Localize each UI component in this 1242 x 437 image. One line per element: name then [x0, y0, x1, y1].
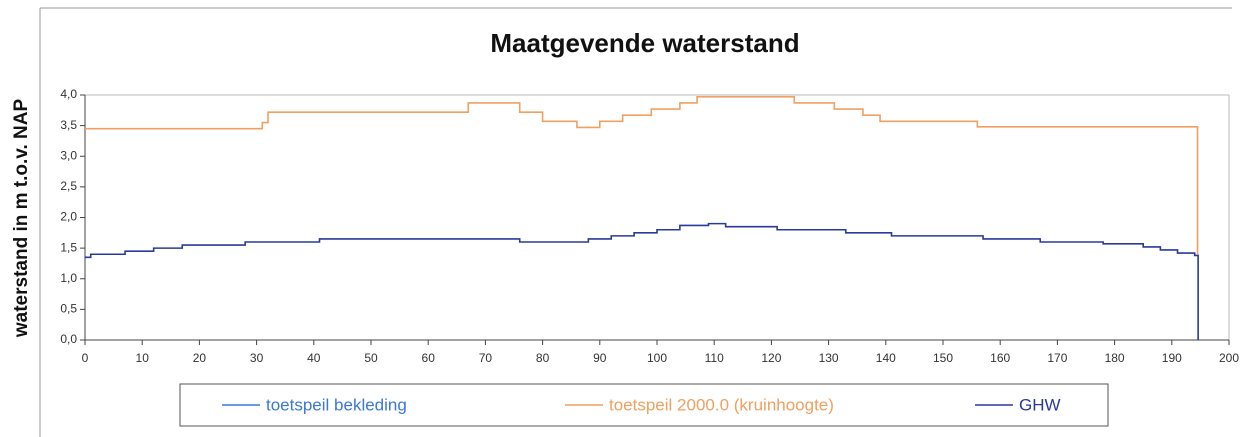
x-tick-label: 130: [819, 351, 839, 365]
legend: [179, 383, 1109, 427]
x-tick-label: 40: [307, 351, 321, 365]
x-tick-label: 10: [136, 351, 150, 365]
y-tick-label: 0,5: [60, 302, 77, 316]
y-tick-label: 3,0: [60, 148, 77, 162]
legend-label: toetspeil bekleding: [266, 395, 407, 414]
x-tick-label: 50: [364, 351, 378, 365]
y-tick-label: 0,0: [60, 332, 77, 346]
x-tick-label: 80: [536, 351, 550, 365]
x-tick-label: 100: [647, 351, 667, 365]
y-tick-label: 3,5: [60, 118, 77, 132]
y-tick-label: 4,0: [60, 87, 77, 101]
legend-label: toetspeil 2000.0 (kruinhoogte): [609, 395, 834, 414]
series-line: [85, 96, 1199, 255]
x-tick-label: 160: [990, 351, 1010, 365]
x-tick-label: 20: [193, 351, 207, 365]
y-tick-label: 1,0: [60, 271, 77, 285]
x-tick-label: 70: [479, 351, 493, 365]
x-tick-label: 110: [705, 351, 724, 365]
x-tick-label: 60: [422, 351, 436, 365]
x-tick-label: 200: [1219, 351, 1239, 365]
x-tick-label: 190: [1162, 351, 1182, 365]
y-tick-label: 1,5: [60, 240, 77, 254]
y-tick-label: 2,0: [60, 210, 77, 224]
x-tick-label: 140: [876, 351, 896, 365]
x-tick-label: 180: [1105, 351, 1125, 365]
chart-title: Maatgevende waterstand: [490, 28, 799, 58]
x-tick-label: 90: [593, 351, 607, 365]
y-tick-label: 2,5: [60, 179, 77, 193]
y-axis-label: waterstand in m t.o.v. NAP: [11, 99, 32, 339]
x-tick-label: 120: [761, 351, 781, 365]
series-line: [85, 222, 1199, 340]
x-tick-label: 150: [933, 351, 953, 365]
x-tick-label: 170: [1047, 351, 1067, 365]
legend-label: GHW: [1019, 395, 1061, 414]
x-tick-label: 0: [82, 351, 89, 365]
x-tick-label: 30: [250, 351, 264, 365]
